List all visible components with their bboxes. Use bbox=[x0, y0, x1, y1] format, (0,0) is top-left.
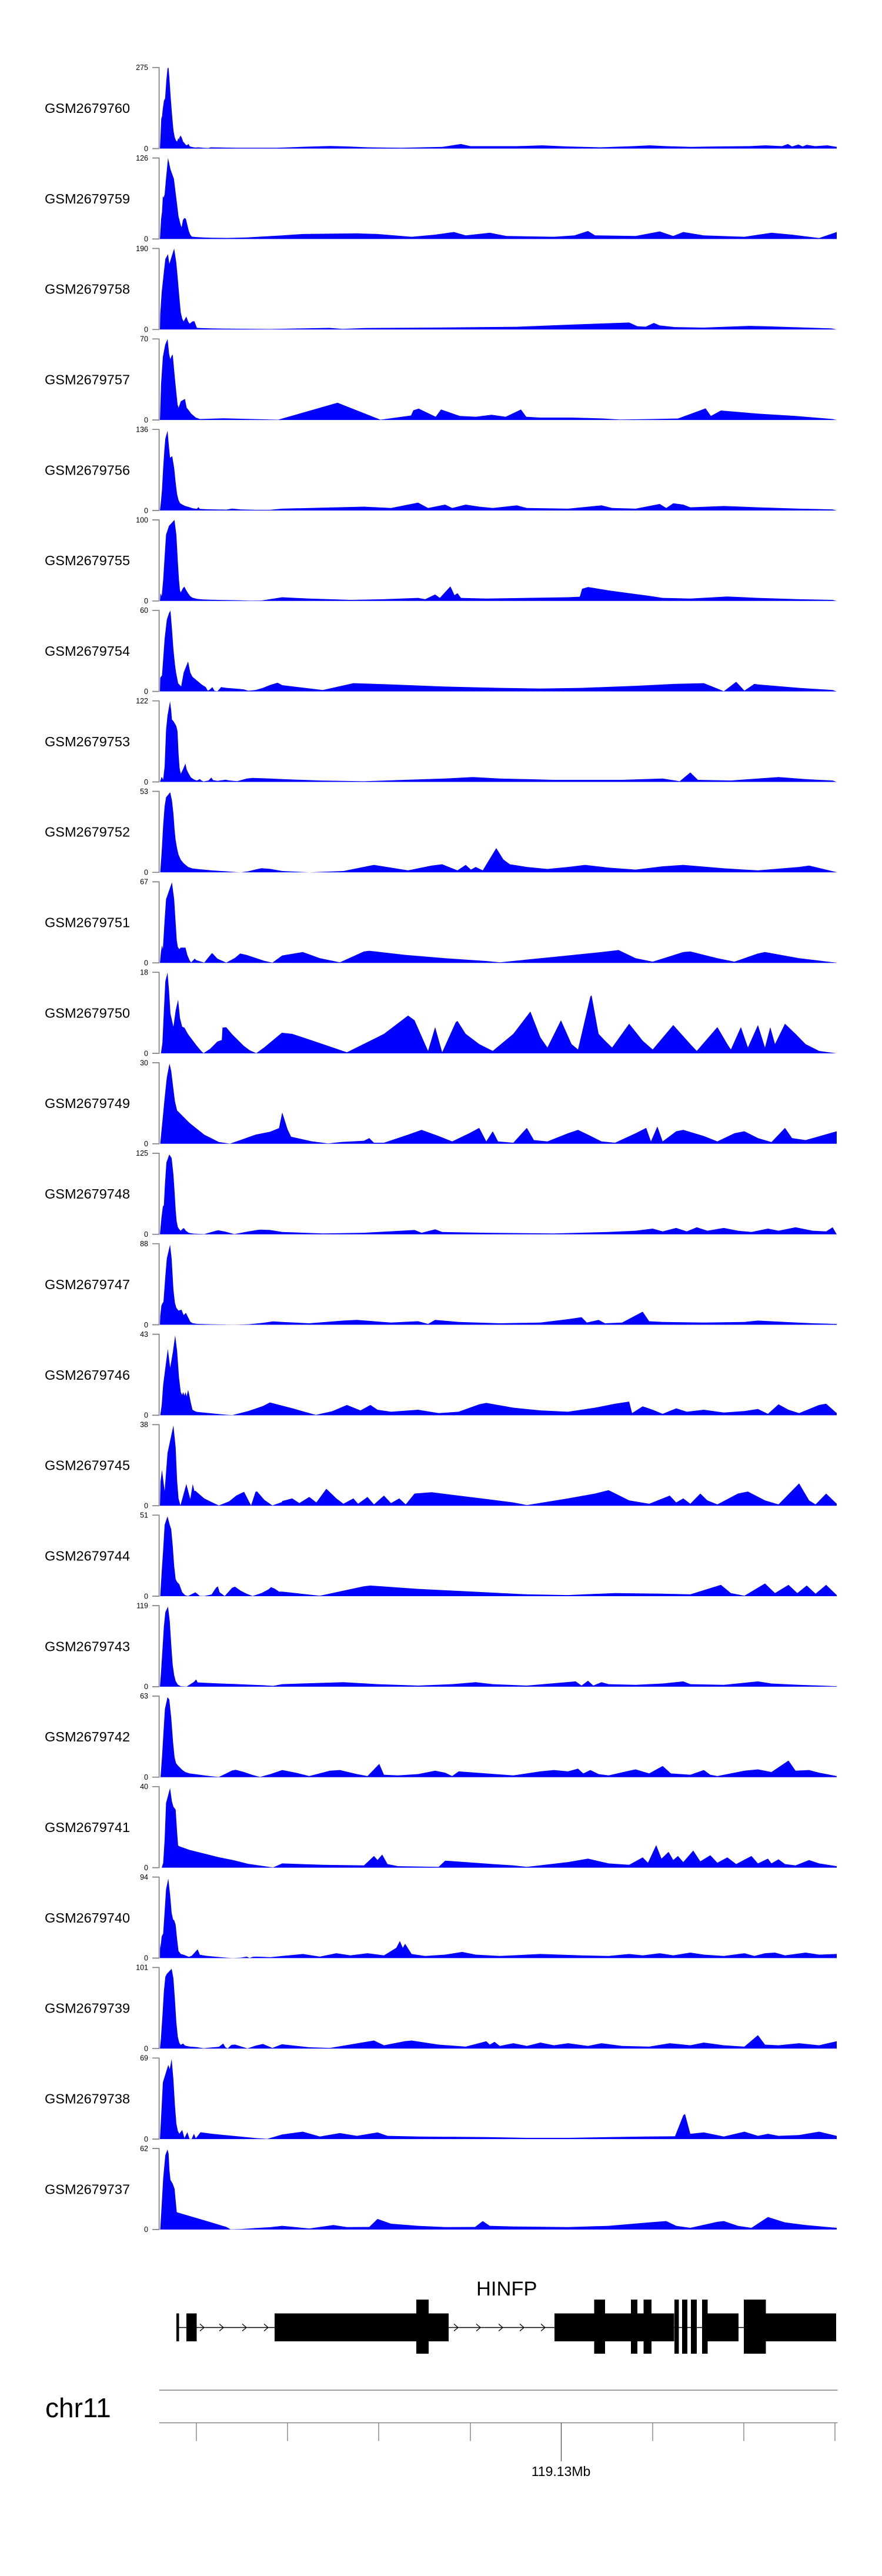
svg-text:GSM2679743: GSM2679743 bbox=[45, 1639, 130, 1654]
svg-text:62: 62 bbox=[140, 2144, 148, 2153]
svg-text:0: 0 bbox=[144, 1049, 148, 1057]
svg-text:0: 0 bbox=[144, 2045, 148, 2053]
svg-text:0: 0 bbox=[144, 145, 148, 153]
svg-text:0: 0 bbox=[144, 597, 148, 605]
svg-text:0: 0 bbox=[144, 1412, 148, 1420]
svg-text:HINFP: HINFP bbox=[476, 2278, 537, 2300]
svg-text:0: 0 bbox=[144, 1683, 148, 1691]
svg-text:0: 0 bbox=[144, 1230, 148, 1239]
svg-text:GSM2679758: GSM2679758 bbox=[45, 282, 130, 297]
svg-text:GSM2679749: GSM2679749 bbox=[45, 1096, 130, 1111]
svg-text:122: 122 bbox=[136, 697, 148, 705]
svg-text:69: 69 bbox=[140, 2054, 148, 2063]
svg-text:GSM2679751: GSM2679751 bbox=[45, 915, 130, 930]
svg-text:GSM2679755: GSM2679755 bbox=[45, 553, 130, 568]
svg-text:0: 0 bbox=[144, 1954, 148, 1963]
svg-text:38: 38 bbox=[140, 1421, 148, 1429]
svg-text:126: 126 bbox=[136, 154, 148, 162]
svg-text:0: 0 bbox=[144, 688, 148, 696]
svg-text:0: 0 bbox=[144, 2135, 148, 2143]
svg-text:67: 67 bbox=[140, 878, 148, 886]
svg-text:18: 18 bbox=[140, 969, 148, 977]
svg-text:GSM2679757: GSM2679757 bbox=[45, 372, 130, 388]
svg-text:GSM2679737: GSM2679737 bbox=[45, 2181, 130, 2197]
svg-text:51: 51 bbox=[140, 1511, 148, 1520]
svg-text:30: 30 bbox=[140, 1059, 148, 1067]
svg-text:GSM2679754: GSM2679754 bbox=[45, 643, 130, 659]
svg-text:GSM2679741: GSM2679741 bbox=[45, 1820, 130, 1835]
svg-text:chr11: chr11 bbox=[45, 2393, 111, 2423]
svg-text:0: 0 bbox=[144, 778, 148, 786]
svg-text:119.13Mb: 119.13Mb bbox=[532, 2464, 591, 2479]
svg-text:0: 0 bbox=[144, 1773, 148, 1781]
svg-text:88: 88 bbox=[140, 1240, 148, 1248]
svg-text:101: 101 bbox=[136, 1964, 148, 1972]
svg-text:125: 125 bbox=[136, 1149, 148, 1157]
svg-text:0: 0 bbox=[144, 2225, 148, 2234]
svg-text:63: 63 bbox=[140, 1692, 148, 1700]
svg-text:GSM2679747: GSM2679747 bbox=[45, 1277, 130, 1292]
svg-text:40: 40 bbox=[140, 1783, 148, 1791]
svg-text:GSM2679739: GSM2679739 bbox=[45, 2001, 130, 2016]
svg-text:GSM2679745: GSM2679745 bbox=[45, 1458, 130, 1473]
svg-text:60: 60 bbox=[140, 606, 148, 615]
svg-text:0: 0 bbox=[144, 1321, 148, 1329]
svg-text:0: 0 bbox=[144, 1140, 148, 1148]
svg-text:0: 0 bbox=[144, 235, 148, 243]
svg-text:0: 0 bbox=[144, 1864, 148, 1872]
svg-text:119: 119 bbox=[136, 1601, 148, 1610]
svg-text:GSM2679740: GSM2679740 bbox=[45, 1910, 130, 1926]
svg-text:136: 136 bbox=[136, 426, 148, 434]
svg-text:GSM2679753: GSM2679753 bbox=[45, 734, 130, 749]
svg-text:GSM2679760: GSM2679760 bbox=[45, 101, 130, 116]
svg-text:0: 0 bbox=[144, 416, 148, 424]
svg-text:0: 0 bbox=[144, 959, 148, 967]
svg-text:100: 100 bbox=[136, 516, 148, 524]
svg-text:94: 94 bbox=[140, 1873, 148, 1881]
svg-text:0: 0 bbox=[144, 1592, 148, 1600]
svg-text:0: 0 bbox=[144, 326, 148, 334]
svg-text:GSM2679742: GSM2679742 bbox=[45, 1729, 130, 1744]
svg-text:GSM2679738: GSM2679738 bbox=[45, 2091, 130, 2107]
svg-text:0: 0 bbox=[144, 1502, 148, 1510]
svg-text:GSM2679746: GSM2679746 bbox=[45, 1367, 130, 1383]
svg-text:0: 0 bbox=[144, 869, 148, 877]
svg-text:43: 43 bbox=[140, 1330, 148, 1339]
svg-text:275: 275 bbox=[136, 64, 148, 72]
svg-text:GSM2679748: GSM2679748 bbox=[45, 1186, 130, 1202]
svg-text:GSM2679744: GSM2679744 bbox=[45, 1548, 130, 1563]
svg-text:70: 70 bbox=[140, 335, 148, 343]
svg-text:53: 53 bbox=[140, 788, 148, 796]
svg-text:GSM2679756: GSM2679756 bbox=[45, 462, 130, 478]
svg-text:190: 190 bbox=[136, 245, 148, 253]
svg-text:GSM2679752: GSM2679752 bbox=[45, 825, 130, 840]
svg-text:0: 0 bbox=[144, 506, 148, 515]
svg-text:GSM2679759: GSM2679759 bbox=[45, 191, 130, 206]
svg-text:GSM2679750: GSM2679750 bbox=[45, 1005, 130, 1020]
